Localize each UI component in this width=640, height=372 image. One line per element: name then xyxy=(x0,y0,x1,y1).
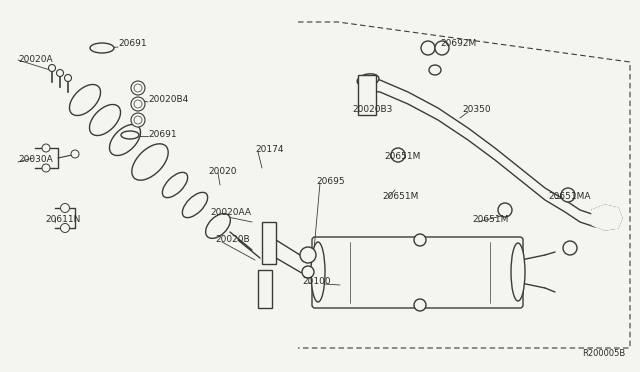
Circle shape xyxy=(414,234,426,246)
Circle shape xyxy=(42,164,50,172)
Circle shape xyxy=(49,64,56,71)
Bar xyxy=(258,270,272,308)
Text: 20020A: 20020A xyxy=(18,55,52,64)
Circle shape xyxy=(56,70,63,77)
Text: R200005B: R200005B xyxy=(582,349,625,358)
Text: 20100: 20100 xyxy=(302,277,331,286)
Polygon shape xyxy=(592,205,622,230)
Circle shape xyxy=(61,203,70,212)
Circle shape xyxy=(61,224,70,232)
Text: 20030A: 20030A xyxy=(18,155,52,164)
Ellipse shape xyxy=(121,131,139,139)
Ellipse shape xyxy=(109,125,141,155)
Bar xyxy=(358,75,376,115)
Ellipse shape xyxy=(90,105,120,135)
Text: 20020: 20020 xyxy=(208,167,237,176)
Circle shape xyxy=(42,144,50,152)
Circle shape xyxy=(561,188,575,202)
Text: 20691: 20691 xyxy=(148,130,177,139)
Circle shape xyxy=(300,247,316,263)
Circle shape xyxy=(498,203,512,217)
Ellipse shape xyxy=(511,243,525,301)
Circle shape xyxy=(131,113,145,127)
Text: 20651M: 20651M xyxy=(472,215,508,224)
Ellipse shape xyxy=(429,65,441,75)
Circle shape xyxy=(134,100,142,108)
Text: 20611N: 20611N xyxy=(45,215,81,224)
Ellipse shape xyxy=(357,74,379,86)
Ellipse shape xyxy=(132,144,168,180)
Text: 20350: 20350 xyxy=(462,105,491,114)
FancyBboxPatch shape xyxy=(312,237,523,308)
Text: 20651M: 20651M xyxy=(382,192,419,201)
Text: 20020B3: 20020B3 xyxy=(352,105,392,114)
Text: 20020B4: 20020B4 xyxy=(148,95,188,104)
Text: 20651MA: 20651MA xyxy=(548,192,591,201)
Circle shape xyxy=(65,74,72,81)
Ellipse shape xyxy=(70,84,100,116)
Ellipse shape xyxy=(90,43,114,53)
Circle shape xyxy=(421,41,435,55)
Bar xyxy=(262,222,276,264)
Circle shape xyxy=(563,241,577,255)
Circle shape xyxy=(134,84,142,92)
Ellipse shape xyxy=(311,242,325,302)
Text: 20692M: 20692M xyxy=(440,39,476,48)
Ellipse shape xyxy=(163,172,188,198)
Circle shape xyxy=(435,41,449,55)
Circle shape xyxy=(414,299,426,311)
Circle shape xyxy=(391,148,405,162)
Circle shape xyxy=(134,116,142,124)
Circle shape xyxy=(302,266,314,278)
Text: 20174: 20174 xyxy=(255,145,284,154)
Circle shape xyxy=(71,150,79,158)
Ellipse shape xyxy=(205,214,230,238)
Ellipse shape xyxy=(182,192,207,218)
Text: 20691: 20691 xyxy=(118,39,147,48)
Text: 20651M: 20651M xyxy=(384,152,420,161)
Text: 20020AA: 20020AA xyxy=(210,208,251,217)
Circle shape xyxy=(131,97,145,111)
Circle shape xyxy=(131,81,145,95)
Text: 20020B: 20020B xyxy=(215,235,250,244)
Text: 20695: 20695 xyxy=(316,177,344,186)
